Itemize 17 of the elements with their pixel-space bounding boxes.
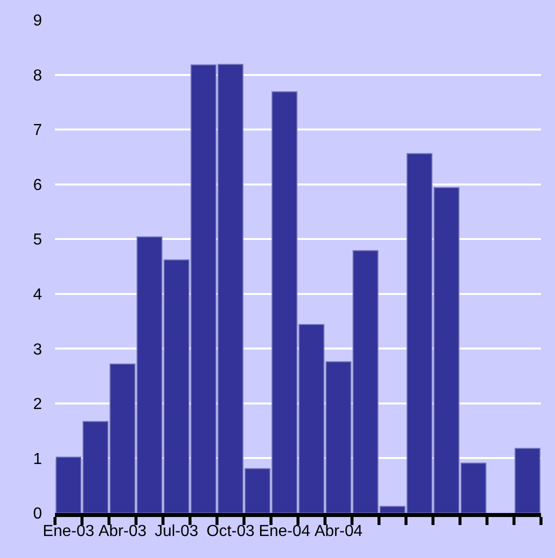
y-tick-label: 9 [33, 12, 42, 30]
y-tick-label: 0 [33, 506, 42, 523]
x-tick-label: Oct-03 [206, 523, 255, 540]
y-tick-label: 8 [33, 67, 42, 84]
x-tick-label: Abr-03 [98, 523, 147, 540]
y-tick-label: 7 [33, 122, 42, 140]
y-tick-label: 3 [33, 341, 42, 358]
y-tick-label: 2 [33, 396, 42, 414]
y-tick-label: 4 [33, 286, 42, 304]
x-tick-label: Ene-04 [258, 523, 310, 540]
y-tick-label: 1 [33, 450, 42, 468]
y-tick-label: 6 [33, 176, 42, 194]
bar [514, 448, 540, 513]
x-tick-label: Jul-03 [154, 523, 198, 540]
y-tick-label: 5 [33, 232, 42, 249]
x-tick-label: Ene-03 [42, 523, 94, 540]
x-tick-label: Abr-04 [314, 523, 363, 540]
